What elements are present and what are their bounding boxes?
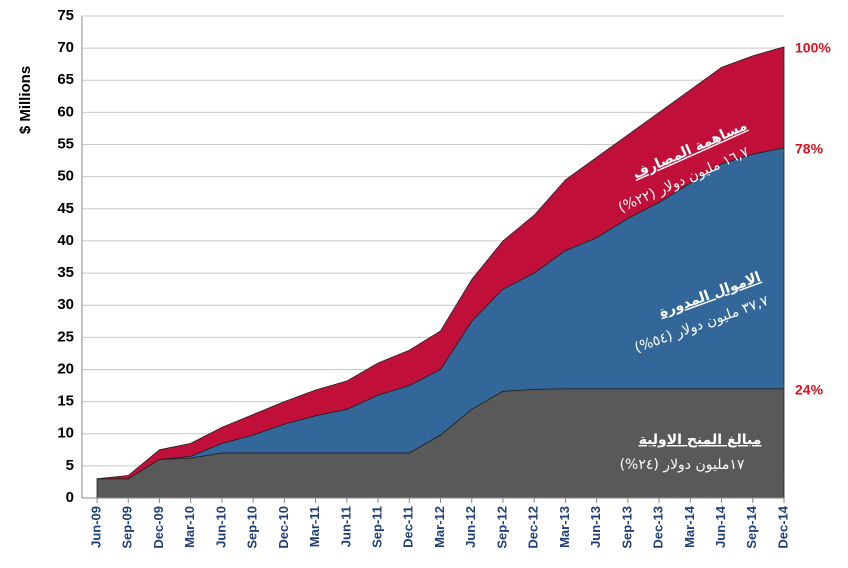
y-tick-label: 45 [57, 200, 74, 217]
x-tick-label: Jun-09 [88, 506, 103, 548]
x-tick-label: Mar-10 [182, 506, 197, 548]
x-tick-label: Sep-10 [245, 506, 260, 549]
y-tick-label: 30 [57, 296, 74, 313]
x-tick-label: Sep-09 [120, 506, 135, 549]
y-tick-label: 50 [57, 168, 74, 185]
end-label: 24% [795, 381, 824, 397]
y-tick-label: 0 [66, 489, 74, 506]
y-tick-label: 15 [57, 393, 74, 410]
x-tick-label: Dec-14 [775, 505, 790, 548]
x-tick-label: Sep-11 [369, 506, 384, 548]
x-tick-label: Jun-11 [338, 506, 353, 547]
x-tick-label: Mar-13 [557, 506, 572, 548]
series-note: ١٧مليون دولار (٢٤%) [620, 457, 745, 473]
y-tick-label: 40 [57, 232, 74, 249]
x-tick-label: Sep-14 [744, 505, 759, 548]
series-label: مبالغ المنح الاولية ١٧مليون دولار (٢٤%) [620, 432, 762, 473]
x-tick-label: Dec-12 [526, 506, 541, 549]
x-tick-label: Jun-10 [213, 506, 228, 548]
x-tick-label: Dec-10 [276, 506, 291, 549]
x-tick-label: Sep-13 [619, 506, 634, 549]
y-tick-label: 25 [57, 328, 74, 345]
x-tick-label: Mar-11 [307, 506, 322, 547]
y-tick-label: 70 [57, 39, 74, 56]
x-tick-label: Dec-09 [151, 506, 166, 549]
y-tick-label: 75 [57, 7, 74, 24]
end-label: 100% [795, 40, 831, 56]
x-tick-label: Jun-13 [588, 506, 603, 548]
x-tick-label: Dec-11 [401, 506, 416, 548]
y-axis-label: $ Millions [17, 66, 34, 134]
y-tick-label: 35 [57, 264, 74, 281]
end-label: 78% [795, 140, 824, 156]
x-tick-label: Mar-12 [432, 506, 447, 548]
x-tick-label: Jun-14 [713, 505, 728, 548]
series-name: مبالغ المنح الاولية [639, 432, 762, 448]
area [96, 46, 785, 480]
y-tick-label: 55 [57, 136, 74, 153]
x-tick-label: Sep-12 [494, 506, 509, 549]
y-tick-label: 10 [57, 425, 74, 442]
y-tick-label: 5 [66, 457, 74, 474]
x-tick-label: Jun-12 [463, 506, 478, 548]
y-tick-label: 60 [57, 103, 74, 120]
x-tick-label: Dec-13 [651, 506, 666, 549]
x-tick-label: Mar-14 [682, 505, 697, 548]
y-tick-label: 65 [57, 71, 74, 88]
y-tick-label: 20 [57, 360, 74, 377]
